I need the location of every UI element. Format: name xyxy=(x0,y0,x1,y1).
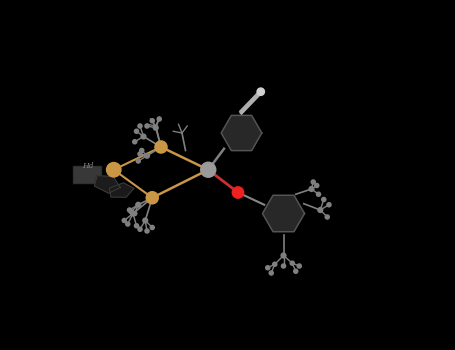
Text: Hd: Hd xyxy=(82,162,94,170)
Point xyxy=(129,211,136,216)
Point xyxy=(152,125,159,131)
Point xyxy=(142,218,149,223)
Point xyxy=(296,263,303,269)
Point xyxy=(131,211,138,216)
Point xyxy=(280,253,287,258)
Point xyxy=(135,202,142,208)
Point xyxy=(317,207,324,213)
Point xyxy=(264,265,271,271)
Point xyxy=(136,151,144,157)
Point xyxy=(133,128,140,134)
Point xyxy=(257,89,264,95)
Point xyxy=(234,190,242,195)
Point xyxy=(292,268,299,274)
Point xyxy=(324,214,331,220)
Point xyxy=(149,225,156,230)
Point xyxy=(320,197,328,202)
Point xyxy=(140,134,147,139)
Point xyxy=(288,260,296,266)
Point xyxy=(136,226,144,232)
Point xyxy=(131,139,138,145)
Point xyxy=(121,218,128,223)
Point xyxy=(110,167,117,173)
Point xyxy=(268,270,275,276)
Point xyxy=(135,158,142,164)
Point xyxy=(149,118,156,124)
Point xyxy=(149,195,156,201)
Point xyxy=(143,123,151,129)
Point xyxy=(157,144,165,150)
Point xyxy=(126,207,133,213)
Point xyxy=(309,179,317,185)
Point xyxy=(271,261,278,267)
Point xyxy=(143,228,151,234)
Point xyxy=(133,223,140,229)
Polygon shape xyxy=(109,183,134,197)
Point xyxy=(315,191,322,197)
Polygon shape xyxy=(95,176,120,193)
Point xyxy=(136,123,144,129)
Point xyxy=(325,202,333,208)
Point xyxy=(138,148,146,153)
Point xyxy=(127,209,135,215)
Point xyxy=(124,221,131,227)
Point xyxy=(205,167,212,173)
FancyBboxPatch shape xyxy=(72,164,101,184)
Polygon shape xyxy=(221,116,262,150)
Polygon shape xyxy=(263,195,304,232)
Point xyxy=(308,186,315,192)
Point xyxy=(280,263,287,269)
Point xyxy=(156,116,163,122)
Point xyxy=(313,183,320,188)
Point xyxy=(143,153,151,159)
